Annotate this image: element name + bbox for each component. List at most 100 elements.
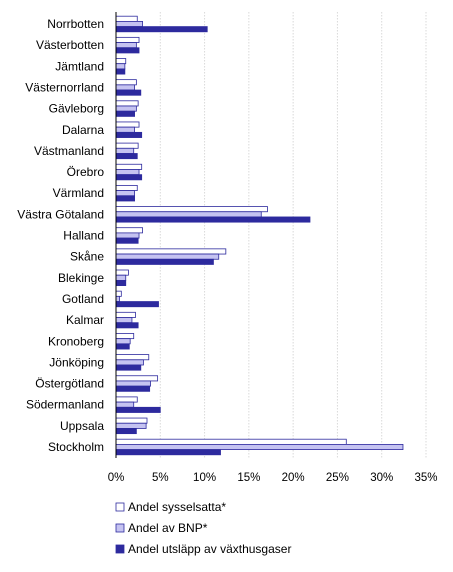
x-tick-label: 35%	[414, 472, 437, 484]
category-label: Blekinge	[58, 271, 104, 285]
x-tick-label: 10%	[193, 472, 216, 484]
bar	[115, 295, 120, 302]
bar	[115, 301, 159, 308]
bar	[115, 26, 208, 33]
bar	[115, 343, 130, 350]
bar	[115, 89, 142, 96]
legend: Andel sysselsatta* Andel av BNP* Andel uts…	[115, 500, 291, 556]
category-label: Stockholm	[48, 440, 104, 454]
bar	[115, 443, 404, 450]
bar	[115, 317, 133, 324]
category-label: Västra Götaland	[17, 207, 104, 221]
bar	[115, 195, 136, 202]
bar	[115, 274, 127, 281]
bar	[115, 237, 139, 244]
bar	[115, 364, 142, 371]
category-label: Dalarna	[62, 123, 104, 137]
category-label: Västmanland	[34, 144, 104, 158]
axes: 0% 5% 10% 15% 20% 25% 30% 35% Norrbotten Västerbo…	[17, 12, 438, 484]
bar	[115, 121, 140, 128]
legend-label: Andel utsläpp av växthusgaser	[128, 542, 291, 556]
bar	[115, 163, 143, 170]
bar	[115, 253, 220, 260]
legend-swatch	[115, 502, 125, 512]
category-label: Gävleborg	[49, 102, 104, 116]
bar	[115, 174, 143, 181]
bar	[115, 169, 140, 176]
bar	[115, 147, 135, 154]
bar	[115, 406, 161, 413]
category-label: Norrbotten	[47, 17, 104, 31]
bar	[115, 354, 150, 361]
bar	[115, 63, 126, 70]
bar	[115, 79, 137, 86]
bar	[115, 190, 136, 197]
grid	[159, 12, 427, 458]
bars	[115, 15, 404, 456]
bar	[115, 279, 127, 286]
category-label: Kalmar	[66, 313, 104, 327]
bar	[115, 36, 140, 43]
bar	[115, 232, 140, 239]
bar	[115, 375, 159, 382]
x-tick-label: 15%	[237, 472, 260, 484]
legend-swatch	[115, 544, 125, 554]
bar	[115, 290, 122, 297]
bar	[115, 110, 136, 117]
bar	[115, 385, 151, 392]
bar	[115, 211, 262, 218]
x-tick-label: 20%	[282, 472, 305, 484]
category-label: Värmland	[53, 186, 104, 200]
bar	[115, 216, 311, 223]
category-label: Södermanland	[26, 398, 104, 412]
bar	[115, 84, 136, 91]
category-label: Örebro	[67, 165, 105, 179]
category-label: Kronoberg	[48, 334, 104, 348]
bar	[115, 15, 138, 22]
bar	[115, 449, 221, 456]
bar	[115, 401, 135, 408]
bar	[115, 42, 137, 49]
category-label: Östergötland	[35, 377, 104, 391]
bar	[115, 269, 129, 276]
bar	[115, 248, 227, 255]
bar	[115, 258, 214, 265]
bar	[115, 359, 144, 366]
category-label: Jämtland	[55, 59, 104, 73]
bar	[115, 58, 127, 65]
bar	[115, 142, 139, 149]
bar	[115, 333, 135, 340]
bar	[115, 20, 143, 27]
category-label: Gotland	[62, 292, 104, 306]
category-label: Halland	[63, 229, 104, 243]
legend-label: Andel sysselsatta*	[128, 500, 226, 514]
category-label: Västernorrland	[25, 80, 104, 94]
bar	[115, 131, 143, 138]
bar	[115, 438, 347, 445]
bar	[115, 227, 143, 234]
category-label: Västerbotten	[36, 38, 104, 52]
bar	[115, 428, 137, 435]
bar	[115, 206, 268, 213]
bar	[115, 68, 126, 75]
legend-label: Andel av BNP*	[128, 521, 208, 535]
bar	[115, 396, 138, 403]
bar	[115, 126, 136, 133]
x-tick-label: 30%	[370, 472, 393, 484]
bar	[115, 311, 136, 318]
bar	[115, 422, 147, 429]
bar	[115, 47, 140, 54]
bar	[115, 184, 138, 191]
bar	[115, 153, 138, 160]
x-tick-label: 5%	[152, 472, 169, 484]
bar	[115, 105, 137, 112]
bar	[115, 100, 139, 107]
category-label: Jönköping	[49, 355, 104, 369]
bar	[115, 380, 151, 387]
x-tick-label: 25%	[326, 472, 349, 484]
bar	[115, 322, 139, 329]
bar	[115, 338, 131, 345]
legend-swatch	[115, 523, 125, 533]
